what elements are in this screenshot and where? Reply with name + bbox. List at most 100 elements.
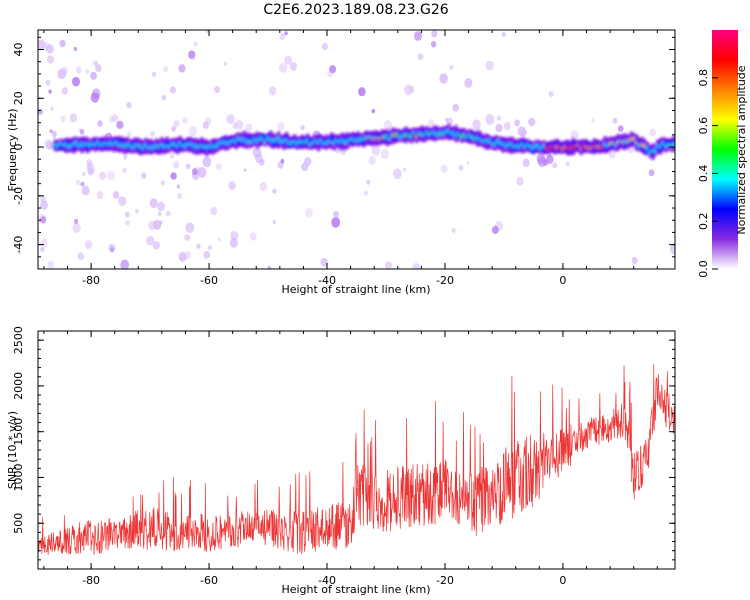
colorbar-bar <box>712 30 738 269</box>
noise-blob <box>46 55 55 64</box>
noise-blob <box>609 151 616 159</box>
x-tick-label: -20 <box>436 574 454 587</box>
noise-blob <box>232 122 238 130</box>
noise-blob <box>188 50 196 59</box>
noise-blob <box>331 217 341 228</box>
noise-blob <box>188 126 197 136</box>
noise-blob <box>392 168 402 180</box>
noise-blob <box>126 131 132 138</box>
noise-blob <box>75 66 82 74</box>
noise-blob <box>116 120 123 129</box>
y-tick-label: 20 <box>12 91 25 105</box>
snr-axes: -80 -60 -40 -20 0 500 1000 1500 2000 2500 <box>12 326 675 587</box>
colorbar-tick-label: 0.2 <box>697 212 710 230</box>
noise-blob <box>466 161 470 165</box>
noise-blob <box>404 84 414 96</box>
noise-blob <box>304 157 312 166</box>
noise-blob <box>548 91 554 98</box>
snr-y-label: SNR (10 * v/v) <box>6 411 19 489</box>
noise-blob <box>230 230 239 241</box>
noise-blob <box>428 119 435 127</box>
noise-blob <box>368 155 376 165</box>
noise-blob <box>329 65 337 74</box>
noise-blob <box>149 198 158 209</box>
x-tick-label: 0 <box>559 274 566 287</box>
noise-blob <box>612 117 618 124</box>
y-tick-label: -40 <box>12 236 25 254</box>
noise-blob <box>516 177 524 186</box>
noise-blob <box>495 123 503 133</box>
noise-blob <box>284 31 288 36</box>
colorbar: 0.0 0.2 0.4 0.6 0.8 Normalized spectral ampl… <box>697 30 748 278</box>
spectrogram-ridge <box>52 123 675 161</box>
noise-blob <box>82 172 86 176</box>
noise-blob <box>284 55 292 65</box>
noise-blob <box>165 210 171 217</box>
colorbar-tick-label: 0.4 <box>697 165 710 183</box>
noise-blob <box>85 69 89 74</box>
noise-blob <box>358 87 366 97</box>
colorbar-tick-label: 0.8 <box>697 69 710 87</box>
noise-blob <box>38 39 46 50</box>
noise-blob <box>184 234 190 242</box>
noise-blob <box>178 252 187 262</box>
noise-blob <box>279 33 286 41</box>
x-tick-label: -40 <box>318 574 336 587</box>
noise-blob <box>214 86 221 94</box>
noise-blob <box>245 123 253 132</box>
noise-blob <box>366 180 371 185</box>
noise-blob <box>44 41 50 49</box>
spectrogram-y-label: Frequency (Hz) <box>6 109 19 192</box>
noise-blob <box>371 145 381 156</box>
noise-blob <box>112 191 120 199</box>
y-tick-label: 40 <box>12 43 25 57</box>
noise-blob <box>152 241 160 250</box>
noise-blob <box>552 162 558 169</box>
noise-blob <box>118 196 127 207</box>
snr-panel: -80 -60 -40 -20 0 500 1000 1500 2000 2500 Height … <box>6 326 676 596</box>
noise-blob <box>546 154 554 164</box>
noise-blob <box>191 168 198 176</box>
noise-blob <box>151 71 157 78</box>
noise-blob <box>185 222 195 233</box>
noise-blob <box>485 114 495 125</box>
noise-blob <box>205 30 209 33</box>
noise-blob <box>648 169 655 177</box>
noise-blob <box>333 210 340 218</box>
noise-blob <box>122 167 127 173</box>
noise-blob <box>197 167 207 178</box>
noise-blob <box>123 155 128 160</box>
noise-blob <box>80 181 85 187</box>
noise-blob <box>38 108 43 115</box>
noise-blob <box>383 119 392 130</box>
noise-blob <box>141 172 147 179</box>
noise-blob <box>61 87 68 95</box>
noise-blob <box>111 114 118 122</box>
noise-blob <box>451 228 456 233</box>
noise-blob <box>385 261 392 269</box>
noise-blob <box>464 78 473 88</box>
noise-blob <box>173 119 180 128</box>
noise-blob <box>171 126 176 132</box>
noise-blob <box>182 117 188 124</box>
snr-x-label: Height of straight line (km) <box>281 583 430 596</box>
noise-blob <box>148 221 156 231</box>
x-tick-label: -60 <box>200 274 218 287</box>
noise-blob <box>90 71 97 80</box>
noise-blob <box>150 130 156 137</box>
noise-blob <box>160 180 165 186</box>
noise-blob <box>163 66 169 73</box>
noise-blob <box>84 240 93 249</box>
y-tick-label: -20 <box>12 187 25 205</box>
noise-blob <box>40 238 48 248</box>
noise-blob <box>472 119 481 130</box>
noise-blob <box>120 259 130 269</box>
snr-series-line <box>38 363 675 556</box>
noise-blob <box>591 118 595 123</box>
noise-blob <box>77 252 84 261</box>
x-tick-label: -40 <box>318 274 336 287</box>
noise-blob <box>289 62 298 71</box>
noise-blob <box>565 161 570 166</box>
noise-blob <box>169 153 175 159</box>
